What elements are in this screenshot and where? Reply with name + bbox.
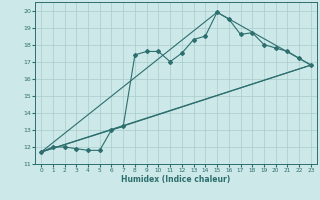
X-axis label: Humidex (Indice chaleur): Humidex (Indice chaleur): [121, 175, 231, 184]
